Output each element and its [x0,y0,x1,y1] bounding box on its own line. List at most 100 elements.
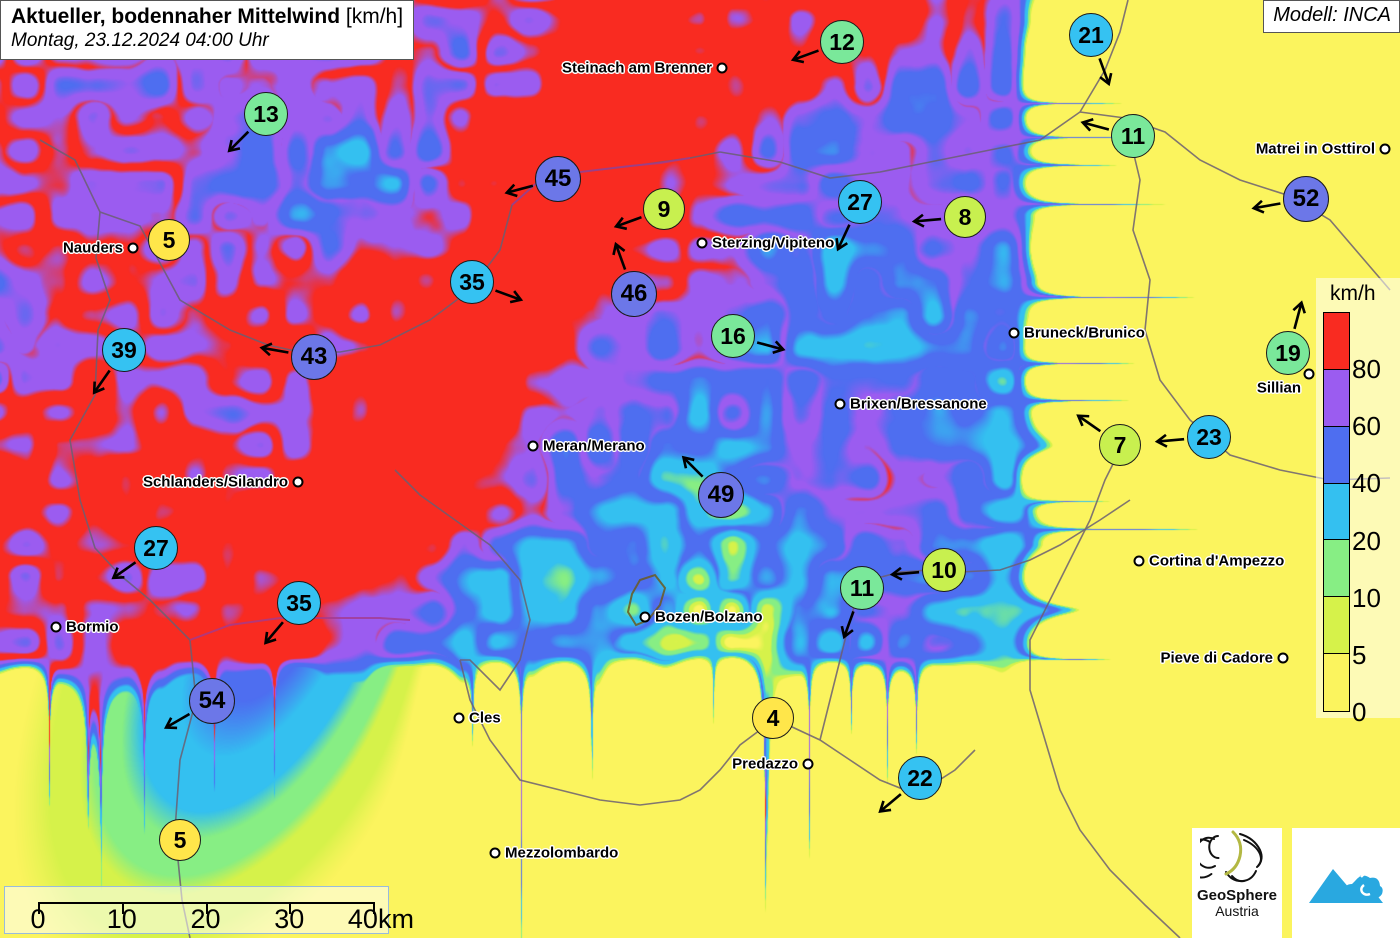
wind-station-marker[interactable]: 46 [611,271,657,317]
wind-station-marker[interactable]: 19 [1266,331,1310,375]
colorbar-segment [1324,483,1349,541]
wind-station-marker[interactable]: 4 [752,697,794,739]
city-dot [802,758,814,770]
city-label: Pieve di Cadore [1160,649,1273,667]
scale-bar-panel [4,886,389,934]
wind-station-marker[interactable]: 5 [148,219,190,261]
mountain-cloud-icon [1309,869,1385,903]
wind-station-marker[interactable]: 43 [291,334,337,380]
scale-bar-tick [205,902,208,914]
colorbar-title: km/h [1330,282,1376,305]
colorbar [1323,312,1350,712]
wind-station-marker[interactable]: 9 [643,188,685,230]
colorbar-tick-label: 0 [1352,697,1367,727]
title-timestamp: Montag, 23.12.2024 04:00 Uhr [11,30,269,52]
wind-station-marker[interactable]: 54 [189,678,235,724]
wind-station-marker[interactable]: 11 [840,566,884,610]
geosphere-mark-icon [1200,830,1263,883]
city-dot [489,847,501,859]
scale-bar-tick [289,902,292,914]
scale-bar-tick [38,902,40,914]
wind-station-marker[interactable]: 13 [244,92,288,136]
wind-station-marker[interactable]: 49 [698,472,744,518]
colorbar-segment [1324,426,1349,484]
wind-station-marker[interactable]: 23 [1187,415,1231,459]
colorbar-tick-label: 40 [1352,468,1381,499]
city-dot [1379,143,1391,155]
colorbar-segment [1324,654,1349,711]
title-unit-text: [km/h] [345,5,404,28]
title-box: Aktueller, bodennaher Mittelwind [km/h] … [0,0,415,60]
wind-station-marker[interactable]: 52 [1283,176,1329,222]
wind-station-marker[interactable]: 35 [277,581,321,625]
city-dot [1008,327,1020,339]
city-label: Cles [469,709,501,727]
model-label: Modell: INCA [1273,4,1391,26]
scale-bar-tick [121,902,124,914]
wind-station-marker[interactable]: 45 [535,156,581,202]
colorbar-segment [1324,313,1349,370]
wind-station-marker[interactable]: 16 [711,314,755,358]
colorbar-tick-label: 20 [1352,525,1381,556]
city-label: Sillian [1256,379,1301,397]
city-dot [1277,652,1289,664]
scale-bar-label: 10 [106,904,137,934]
geosphere-name: GeoSphere [1196,887,1278,904]
city-dot [127,242,139,254]
city-label: Bormio [66,618,119,636]
wind-station-marker[interactable]: 22 [898,756,942,800]
wind-station-marker[interactable]: 21 [1069,13,1113,57]
city-dot [639,611,651,623]
zamg-logo [1292,828,1400,938]
city-label: Bozen/Bolzano [655,608,763,626]
city-label: Nauders [62,239,123,257]
wind-station-marker[interactable]: 11 [1111,114,1155,158]
city-label: Steinach am Brenner [561,59,712,77]
colorbar-tick-label: 60 [1352,411,1381,442]
colorbar-tick-label: 10 [1352,582,1381,613]
wind-station-marker[interactable]: 10 [922,548,966,592]
scale-bar-label: 20 [190,904,221,934]
city-dot [696,237,708,249]
wind-station-marker[interactable]: 5 [159,819,201,861]
colorbar-segment [1324,597,1349,655]
wind-station-marker[interactable]: 12 [820,20,864,64]
city-dot [1133,555,1145,567]
model-box: Modell: INCA [1263,0,1400,33]
colorbar-tick-label: 80 [1352,354,1381,385]
wind-station-marker[interactable]: 27 [838,180,882,224]
city-label: Bruneck/Brunico [1024,324,1145,342]
city-dot [50,621,62,633]
city-dot [527,440,539,452]
city-dot [834,398,846,410]
title-main-text: Aktueller, bodennaher Mittelwind [11,5,341,28]
scale-bar-label: 0 [30,904,46,934]
city-dot [292,476,304,488]
city-label: Brixen/Bressanone [850,395,987,413]
city-label: Mezzolombardo [505,844,619,862]
city-dot [716,62,728,74]
page-title: Aktueller, bodennaher Mittelwind [km/h] [11,5,403,29]
city-label: Predazzo [732,755,798,773]
city-label: Matrei in Osttirol [1255,140,1375,158]
city-label: Meran/Merano [543,437,645,455]
geosphere-logo: GeoSphere Austria [1192,828,1282,938]
wind-station-marker[interactable]: 35 [450,260,494,304]
wind-station-marker[interactable]: 7 [1099,424,1141,466]
scale-bar-tick [373,902,375,914]
city-dot [1303,368,1315,380]
wind-station-marker[interactable]: 8 [944,196,986,238]
colorbar-segment [1324,369,1349,427]
colorbar-segment [1324,540,1349,598]
city-label: Sterzing/Vipiteno [712,234,835,252]
wind-station-marker[interactable]: 27 [134,526,178,570]
geosphere-subname: Austria [1215,902,1259,919]
scale-bar-label: 30 [274,904,305,934]
colorbar-tick-label: 5 [1352,639,1367,670]
wind-station-marker[interactable]: 39 [102,328,146,372]
city-label: Cortina d'Ampezzo [1149,552,1285,570]
city-dot [453,712,465,724]
city-label: Schlanders/Silandro [142,473,288,491]
